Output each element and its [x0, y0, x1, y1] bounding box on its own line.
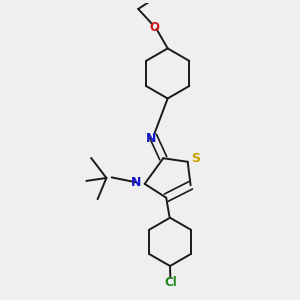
Text: N: N	[131, 176, 142, 189]
Text: Cl: Cl	[164, 276, 177, 289]
Text: N: N	[146, 132, 157, 145]
Text: O: O	[149, 21, 159, 34]
Text: S: S	[191, 152, 200, 165]
